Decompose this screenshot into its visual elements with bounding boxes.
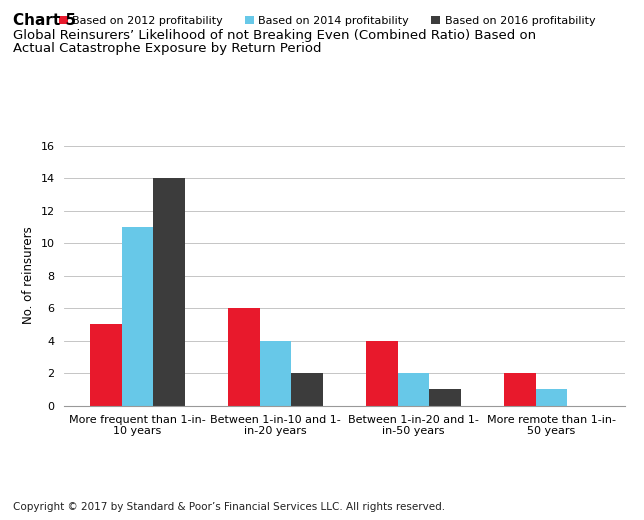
Bar <box>536 389 567 406</box>
Legend: Based on 2012 profitability, Based on 2014 profitability, Based on 2016 profitab: Based on 2012 profitability, Based on 20… <box>59 16 595 26</box>
Bar <box>398 373 430 406</box>
Bar <box>430 389 461 406</box>
Bar <box>153 178 185 406</box>
Bar <box>291 373 323 406</box>
Bar <box>228 308 260 406</box>
Bar <box>366 341 398 406</box>
Bar <box>90 324 122 406</box>
Text: Chart 5: Chart 5 <box>13 13 76 28</box>
Text: Copyright © 2017 by Standard & Poor’s Financial Services LLC. All rights reserve: Copyright © 2017 by Standard & Poor’s Fi… <box>13 502 445 512</box>
Text: Actual Catastrophe Exposure by Return Period: Actual Catastrophe Exposure by Return Pe… <box>13 42 321 55</box>
Text: Global Reinsurers’ Likelihood of not Breaking Even (Combined Ratio) Based on: Global Reinsurers’ Likelihood of not Bre… <box>13 29 536 42</box>
Bar <box>122 227 153 406</box>
Y-axis label: No. of reinsurers: No. of reinsurers <box>22 227 35 324</box>
Bar <box>260 341 291 406</box>
Bar <box>504 373 536 406</box>
